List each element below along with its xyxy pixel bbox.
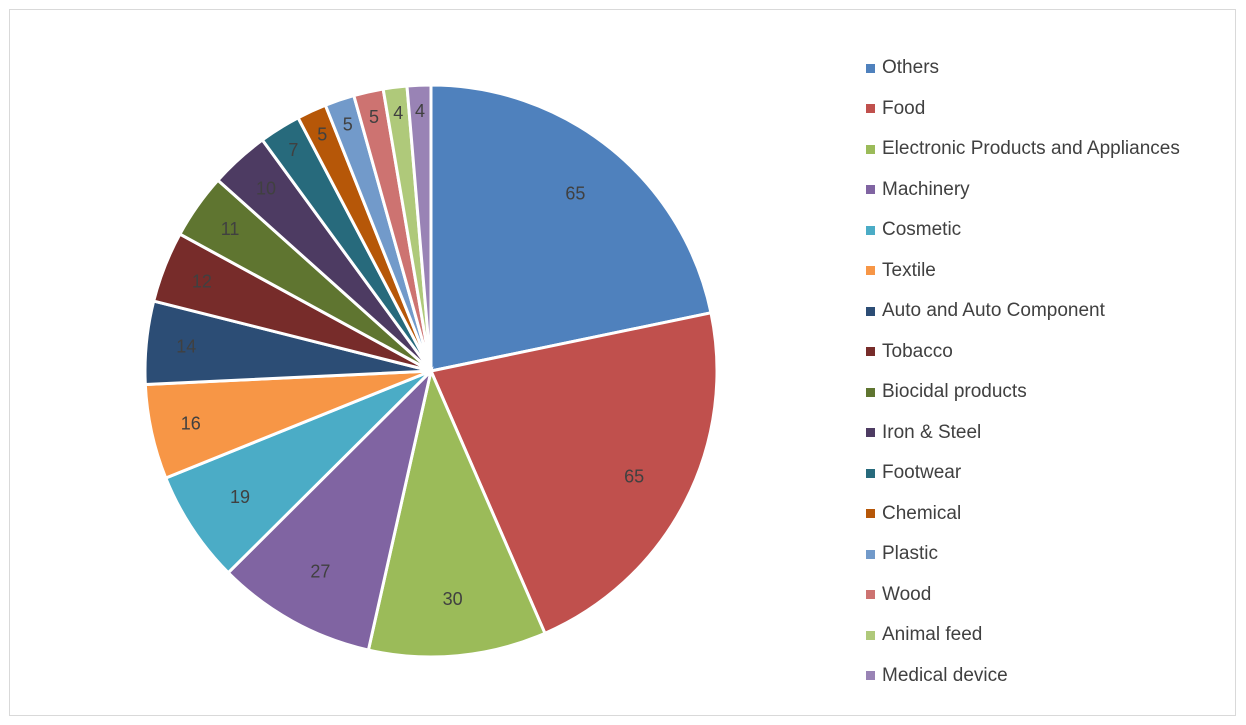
legend-swatch <box>866 549 875 559</box>
data-label: 19 <box>230 487 250 507</box>
legend-label: Chemical <box>882 502 962 524</box>
legend-item: Iron & Steel <box>866 413 1180 454</box>
data-label: 4 <box>393 103 403 123</box>
legend-label: Textile <box>882 259 936 281</box>
legend-label: Tobacco <box>882 340 953 362</box>
data-label: 10 <box>256 179 276 199</box>
legend-item: Biocidal products <box>866 372 1180 413</box>
legend-swatch <box>866 63 875 73</box>
legend-label: Plastic <box>882 543 938 565</box>
legend-swatch <box>866 630 875 640</box>
legend-swatch <box>866 225 875 235</box>
legend-swatch <box>866 590 875 600</box>
legend-swatch <box>866 509 875 519</box>
legend-item: Textile <box>866 251 1180 292</box>
legend-item: Plastic <box>866 534 1180 575</box>
legend-swatch <box>866 144 875 154</box>
data-label: 16 <box>181 414 201 434</box>
legend-label: Footwear <box>882 462 962 484</box>
legend-swatch <box>866 266 875 276</box>
legend-swatch <box>866 468 875 478</box>
legend-item: Wood <box>866 575 1180 616</box>
data-label: 5 <box>317 125 327 145</box>
legend-label: Wood <box>882 583 932 605</box>
chart-legend: Others Food Electronic Products and Applia… <box>866 48 1180 696</box>
legend-item: Footwear <box>866 453 1180 494</box>
legend-label: Auto and Auto Component <box>882 300 1105 322</box>
legend-item: Tobacco <box>866 332 1180 373</box>
pie-slice-medical-device <box>405 83 433 372</box>
pie-slice-machinery <box>226 366 434 652</box>
legend-swatch <box>866 306 875 316</box>
legend-swatch <box>866 104 875 114</box>
legend-item: Animal feed <box>866 615 1180 656</box>
legend-label: Cosmetic <box>882 219 962 241</box>
legend-swatch <box>866 428 875 438</box>
legend-label: Others <box>882 57 940 79</box>
legend-label: Food <box>882 97 926 119</box>
pie-slice-electronic-products-and-appliances <box>366 366 547 659</box>
data-label: 7 <box>288 140 298 160</box>
legend-item: Food <box>866 89 1180 130</box>
data-label: 5 <box>369 107 379 127</box>
data-label: 12 <box>192 271 212 291</box>
legend-label: Biocidal products <box>882 381 1027 403</box>
legend-item: Chemical <box>866 494 1180 535</box>
pie-slice-food <box>428 311 719 636</box>
legend-item: Auto and Auto Component <box>866 291 1180 332</box>
data-label: 30 <box>443 589 463 609</box>
legend-label: Animal feed <box>882 624 983 646</box>
legend-swatch <box>866 185 875 195</box>
legend-item: Medical device <box>866 656 1180 697</box>
legend-swatch <box>866 347 875 357</box>
pie-slice-others <box>429 83 713 373</box>
data-label: 27 <box>310 561 330 581</box>
legend-item: Others <box>866 48 1180 89</box>
data-label: 5 <box>343 114 353 134</box>
legend-item: Electronic Products and Appliances <box>866 129 1180 170</box>
legend-label: Electronic Products and Appliances <box>882 138 1180 160</box>
legend-label: Iron & Steel <box>882 421 982 443</box>
legend-item: Cosmetic <box>866 210 1180 251</box>
data-label: 65 <box>624 466 644 486</box>
data-label: 11 <box>221 219 240 239</box>
data-label: 65 <box>565 184 585 204</box>
data-label: 14 <box>176 336 196 356</box>
legend-swatch <box>866 387 875 397</box>
legend-item: Machinery <box>866 170 1180 211</box>
legend-label: Machinery <box>882 178 970 200</box>
data-label: 4 <box>415 101 425 121</box>
pie-slice-cosmetic <box>163 369 433 575</box>
legend-label: Medical device <box>882 664 1008 686</box>
pie-slices <box>143 83 719 659</box>
legend-swatch <box>866 671 875 681</box>
